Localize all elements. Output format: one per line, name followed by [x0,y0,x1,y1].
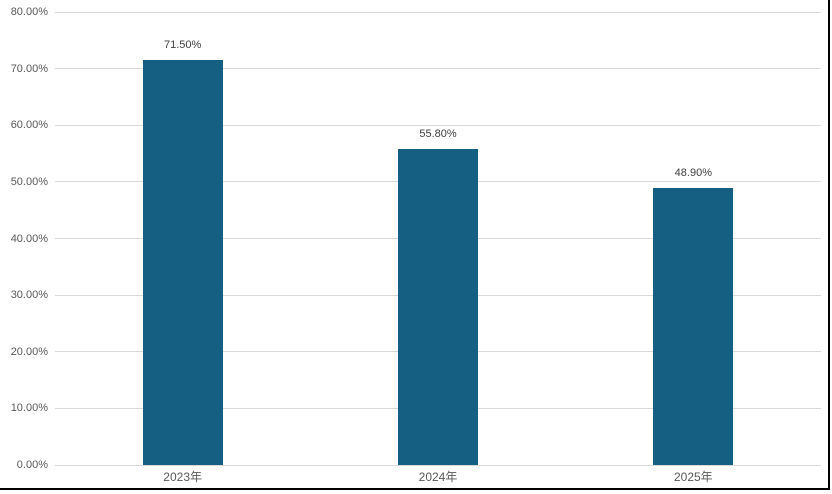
gridline [55,11,821,13]
bar-value-label: 71.50% [164,39,202,52]
y-axis-tick-label: 60.00% [10,119,48,132]
frame-border-right [828,0,830,490]
bar-2024年 [398,149,478,465]
x-axis-category-label: 2023年 [163,470,202,484]
x-axis-category-label: 2024年 [418,470,458,484]
x-axis-category-label: 2025年 [673,470,713,484]
gridline [55,124,821,126]
bar-value-label: 55.80% [419,128,457,141]
bar-2023年 [142,60,223,465]
y-axis-tick-label: 20.00% [10,345,48,358]
y-axis-tick-label: 70.00% [10,62,48,75]
y-axis-tick-label: 10.00% [10,402,48,415]
bar-value-label: 48.90% [674,167,712,180]
y-axis-tick-label: 0.00% [16,459,48,471]
y-axis-tick-label: 40.00% [10,232,48,245]
y-axis-tick-label: 80.00% [10,6,48,18]
gridline [55,464,821,466]
frame-border-bottom [0,488,830,490]
bar-2025年 [653,188,734,465]
y-axis-tick-label: 50.00% [10,175,48,188]
gridline [55,68,821,70]
y-axis-tick-label: 30.00% [10,289,48,302]
